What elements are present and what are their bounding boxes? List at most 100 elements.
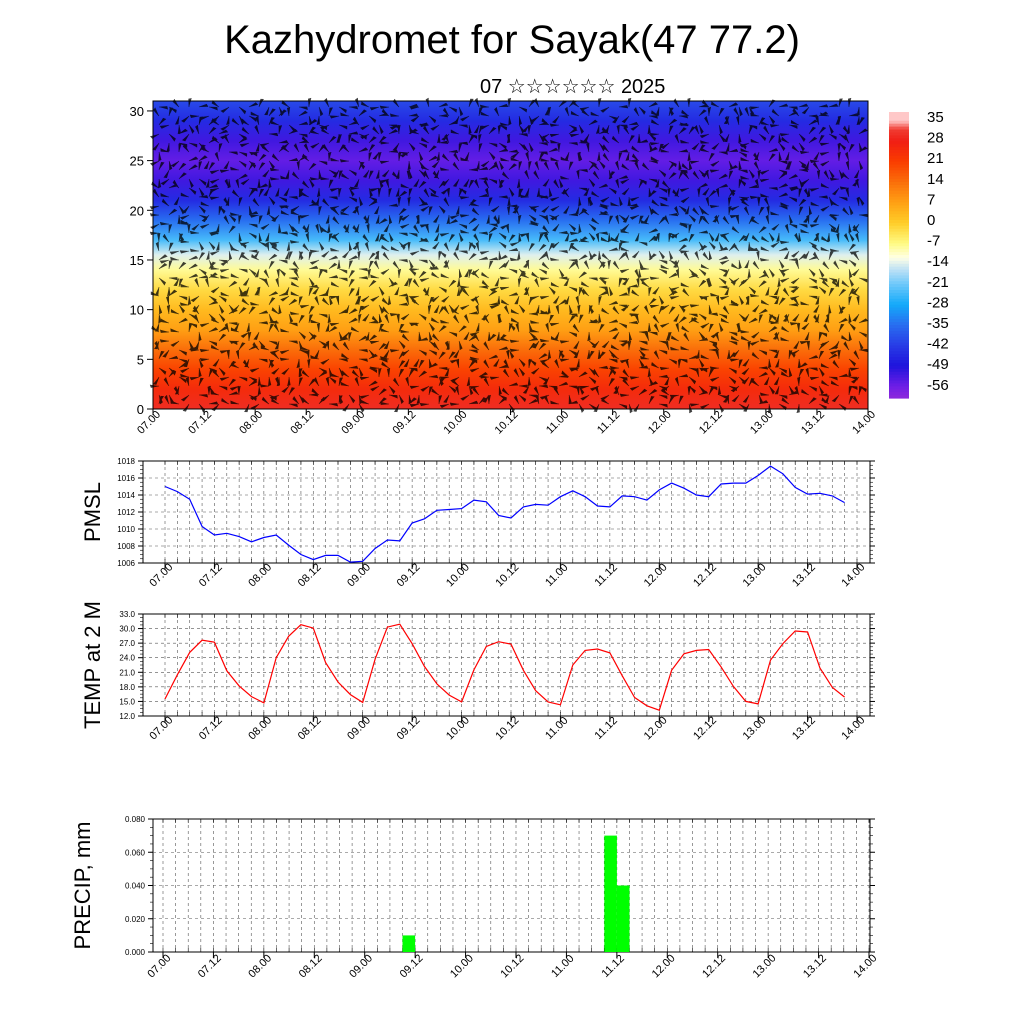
x-tick-label: 11.00 <box>543 715 570 742</box>
y-tick-label: 21.0 <box>119 668 135 677</box>
x-tick-label: 08.12 <box>288 409 316 437</box>
x-tick-label: 07.12 <box>196 952 224 980</box>
y-tick-label: 30.0 <box>119 625 135 634</box>
x-tick-label: 11.12 <box>600 953 627 980</box>
colorbar-label: 21 <box>927 150 944 167</box>
x-tick-label: 12.00 <box>642 561 670 589</box>
colorbar-label: 14 <box>927 171 944 188</box>
x-tick-label: 09.00 <box>347 952 375 980</box>
x-tick-label: 08.12 <box>296 714 324 742</box>
x-tick-label: 09.12 <box>395 714 423 742</box>
x-tick-label: 13.00 <box>751 952 779 980</box>
chart-subtitle: 07 ☆☆☆☆☆☆ 2025 <box>480 76 666 98</box>
x-tick-label: 11.00 <box>544 409 571 436</box>
x-tick-label: 14.00 <box>851 952 879 980</box>
y-tick-label: 12.0 <box>119 712 135 721</box>
y-tick-label: 18.0 <box>119 683 135 692</box>
x-tick-label: 11.12 <box>595 409 622 436</box>
colorbar-label: 7 <box>927 191 935 208</box>
x-tick-label: 14.00 <box>839 714 867 742</box>
grid <box>143 461 870 563</box>
y-tick-label: 0.060 <box>125 848 146 857</box>
y-tick-label: 1008 <box>117 542 135 551</box>
x-tick-label: 12.00 <box>642 714 670 742</box>
x-tick-label: 12.12 <box>691 714 719 742</box>
x-tick-label: 10.00 <box>444 561 472 589</box>
x-tick-label: 08.00 <box>246 561 274 589</box>
x-tick-label: 10.12 <box>493 714 521 742</box>
x-tick-label: 09.00 <box>345 714 373 742</box>
y-tick-label: 24.0 <box>119 654 135 663</box>
x-tick-label: 09.12 <box>398 952 426 980</box>
pmsl-series-line <box>164 465 845 563</box>
x-tick-label: 13.12 <box>790 561 818 589</box>
y-tick-label: 0.080 <box>125 815 146 824</box>
x-tick-label: 09.00 <box>339 409 367 437</box>
y-tick-label: 0 <box>137 402 144 417</box>
x-tick-label: 11.00 <box>549 953 576 980</box>
x-tick-label: 07.12 <box>197 561 225 589</box>
y-tick-label: 5 <box>137 352 144 367</box>
x-tick-label: 08.00 <box>246 952 274 980</box>
temperature-field <box>153 101 868 409</box>
y-tick-label: 30 <box>130 104 144 119</box>
pmsl-panel: 1006 1008 1010 1012 1014 1016 1018 07.00 07.12 08… <box>80 457 875 589</box>
colorbar-label: -7 <box>927 233 940 250</box>
y-tick-label: 10 <box>130 303 144 318</box>
y-tick-label: 25 <box>130 154 144 169</box>
x-tick-label: 08.00 <box>237 409 265 437</box>
x-tick-label: 10.00 <box>442 409 470 437</box>
x-tick-label: 08.12 <box>296 561 324 589</box>
x-tick-label: 14.00 <box>839 561 867 589</box>
y-tick-label: 1012 <box>117 508 135 517</box>
y-tick-label: 1006 <box>117 559 135 568</box>
x-tick-label: 09.00 <box>345 561 373 589</box>
x-tick-label: 11.00 <box>543 562 570 589</box>
precip-bar <box>604 835 617 952</box>
colorbar-label: -21 <box>927 274 949 291</box>
x-tick-label: 07.00 <box>147 714 175 742</box>
y-tick-label: 1014 <box>117 491 135 500</box>
precip-bar <box>402 935 416 952</box>
plot-frame <box>142 613 871 717</box>
y-axis-label: PMSL <box>80 482 105 542</box>
y-tick-label: 1018 <box>117 457 135 466</box>
y-axis-label: TEMP at 2 M <box>80 601 105 729</box>
x-tick-label: 07.12 <box>186 409 214 437</box>
y-tick-label: 0.020 <box>125 915 146 924</box>
colorbar-label: -35 <box>927 315 949 332</box>
x-tick-label: 10.12 <box>493 561 521 589</box>
x-tick-label: 13.12 <box>790 714 818 742</box>
x-tick-label: 08.00 <box>246 714 274 742</box>
x-tick-label: 10.00 <box>444 714 472 742</box>
x-tick-label: 08.12 <box>297 952 325 980</box>
x-tick-label: 13.00 <box>748 409 776 437</box>
colorbar: 35 28 21 14 7 0 -7 -14 -21 -28 -35 -42 -49 -56 <box>889 109 949 399</box>
colorbar-label: -49 <box>927 356 949 373</box>
temp-series-line <box>164 623 845 711</box>
y-tick-label: 0.000 <box>125 948 146 957</box>
colorbar-label: -42 <box>927 336 949 353</box>
x-tick-label: 13.12 <box>801 952 829 980</box>
x-tick-label: 13.12 <box>799 409 827 437</box>
chart-title: Kazhydromet for Sayak(47 77.2) <box>224 18 800 62</box>
x-tick-label: 09.12 <box>395 561 423 589</box>
x-tick-label: 12.12 <box>697 409 725 437</box>
x-tick-label: 13.00 <box>741 561 769 589</box>
x-tick-label: 10.00 <box>448 952 476 980</box>
y-tick-label: 20 <box>130 203 144 218</box>
precip-bar <box>616 885 630 952</box>
x-tick-label: 12.12 <box>691 561 719 589</box>
x-tick-label: 10.12 <box>498 952 526 980</box>
y-tick-label: 1016 <box>117 474 135 483</box>
y-tick-label: 27.0 <box>119 639 135 648</box>
x-tick-label: 07.12 <box>197 714 225 742</box>
x-tick-label: 12.00 <box>646 409 674 437</box>
colorbar-label: 28 <box>927 130 944 147</box>
x-tick-label: 13.00 <box>741 714 769 742</box>
y-axis-label: PRECIP, mm <box>70 822 95 950</box>
x-tick-label: 14.00 <box>850 409 878 437</box>
